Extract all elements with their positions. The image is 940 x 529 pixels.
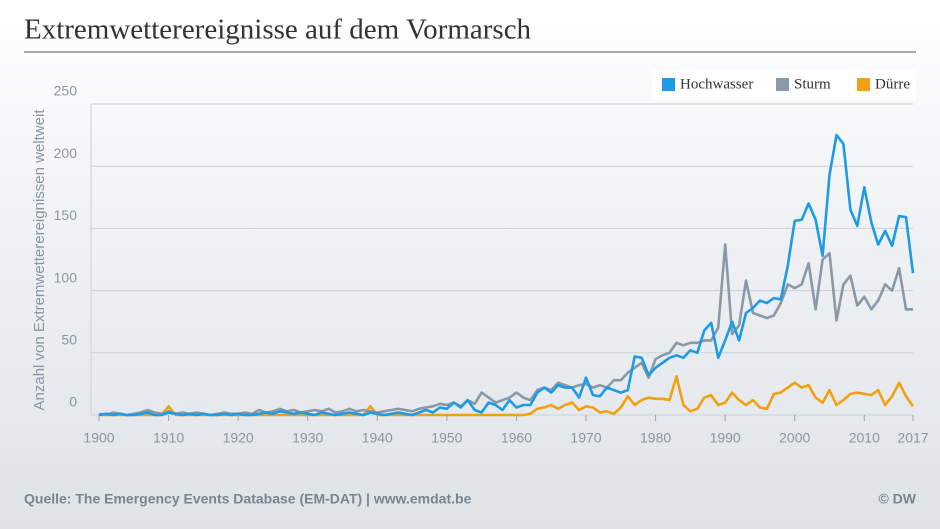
y-tick-label: 100 <box>54 269 78 285</box>
source: Quelle: The Emergency Events Database (E… <box>24 491 472 507</box>
legend-label: Hochwasser <box>680 76 753 92</box>
y-tick-label: 50 <box>61 332 77 348</box>
y-tick-label: 250 <box>54 83 78 99</box>
legend-label: Dürre <box>875 76 910 92</box>
chart-title: Extremwetterereignisse auf dem Vormarsch <box>24 14 532 46</box>
legend-swatch <box>662 78 675 91</box>
y-tick-label: 150 <box>54 207 78 223</box>
x-tick-label: 1910 <box>153 430 184 446</box>
x-tick-label: 2017 <box>897 430 928 446</box>
x-tick-label: 2000 <box>779 430 810 446</box>
x-tick-label: 1950 <box>431 430 462 446</box>
x-tick-label: 1920 <box>223 430 254 446</box>
x-tick-label: 1990 <box>710 430 741 446</box>
x-tick-label: 1940 <box>362 430 393 446</box>
line-series <box>98 133 915 417</box>
x-tick-label: 1980 <box>640 430 671 446</box>
y-tick-label: 200 <box>54 145 78 161</box>
x-tick-label: 2010 <box>849 430 880 446</box>
credit: © DW <box>878 491 916 507</box>
x-tick-label: 1930 <box>292 430 323 446</box>
legend-items: Hochwasser Sturm Dürre <box>662 76 910 92</box>
legend-swatch <box>776 78 789 91</box>
legend-swatch <box>857 78 870 91</box>
x-tick-label: 1960 <box>501 430 532 446</box>
y-axis-label: Anzahl von Extremwetterereignissen weltw… <box>31 109 48 411</box>
x-tick-label: 1900 <box>83 430 114 446</box>
legend-label: Sturm <box>794 76 831 92</box>
y-tick-label: 0 <box>69 394 77 410</box>
x-tick-label: 1970 <box>570 430 601 446</box>
